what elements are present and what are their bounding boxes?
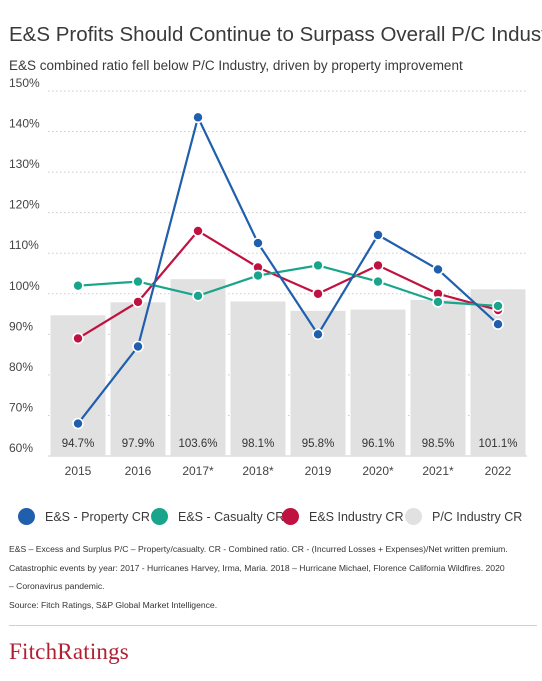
data-point-property — [432, 263, 444, 276]
x-tick-label: 2016 — [125, 464, 152, 478]
data-point-property — [492, 318, 504, 330]
y-tick-label: 140% — [9, 117, 40, 131]
data-point-property — [192, 111, 204, 124]
data-point-property — [72, 417, 84, 430]
y-tick-label: 120% — [9, 198, 40, 212]
pc-industry-bar — [410, 299, 466, 456]
bar-value-label: 103.6% — [178, 438, 217, 450]
bar-value-label: 96.1% — [362, 438, 395, 450]
bar-value-label: 98.1% — [242, 438, 275, 450]
data-point-property — [132, 340, 144, 353]
legend-item-casualty: E&S - Casualty CR — [151, 508, 284, 525]
data-point-casualty — [372, 275, 384, 288]
data-point-industry — [192, 225, 204, 237]
chart-legend: E&S - Property CR E&S - Casualty CR E&S … — [18, 508, 538, 528]
data-point-casualty — [492, 300, 504, 312]
series-points — [72, 111, 504, 430]
footer-divider — [9, 625, 537, 626]
y-axis-ticks: 150% 140% 130% 120% 110% 100% 90% 80% 70% 60% — [9, 78, 40, 455]
x-tick-label: 2020* — [362, 464, 394, 478]
bar-value-label: 101.1% — [478, 438, 517, 450]
data-point-casualty — [252, 269, 264, 282]
x-tick-label: 2018* — [242, 464, 274, 478]
legend-label-casualty: E&S - Casualty CR — [178, 509, 285, 524]
y-tick-label: 110% — [9, 238, 39, 252]
data-point-industry — [72, 332, 84, 345]
data-point-industry — [372, 259, 384, 272]
legend-swatch-casualty — [151, 508, 168, 525]
x-tick-label: 2015 — [65, 464, 92, 478]
x-tick-label: 2021* — [422, 464, 454, 478]
y-tick-label: 130% — [9, 157, 40, 171]
x-tick-label: 2017* — [182, 464, 214, 478]
data-point-casualty — [312, 259, 324, 272]
data-point-property — [252, 237, 264, 249]
data-point-casualty — [132, 275, 144, 288]
bar-value-label: 97.9% — [122, 438, 155, 450]
series-lines — [77, 116, 499, 425]
pc-industry-bar — [350, 309, 406, 456]
pc-industry-bar — [470, 289, 526, 456]
combined-ratio-chart: 150% 140% 130% 120% 110% 100% 90% 80% 70% 60% 94.… — [9, 78, 527, 478]
legend-label-pc-industry: P/C Industry CR — [432, 509, 523, 524]
pc-industry-bar — [230, 301, 286, 456]
y-tick-label: 70% — [9, 400, 33, 414]
x-tick-label: 2019 — [305, 464, 332, 478]
chart-notes: E&S – Excess and Surplus P/C – Property/… — [9, 540, 537, 614]
data-point-property — [372, 229, 384, 241]
note-source: Source: Fitch Ratings, S&P Global Market… — [9, 599, 218, 610]
legend-label-industry: E&S Industry CR — [309, 509, 404, 524]
data-point-property — [312, 328, 324, 341]
data-point-industry — [312, 287, 324, 300]
note-catastrophic-events: Catastrophic events by year: 2017 - Hurr… — [9, 562, 505, 573]
note-abbreviations: E&S – Excess and Surplus P/C – Property/… — [9, 544, 508, 554]
legend-swatch-property — [18, 508, 35, 525]
pc-industry-bar — [110, 302, 166, 456]
y-tick-label: 90% — [9, 319, 33, 333]
bar-value-label: 98.5% — [422, 438, 455, 450]
series-line-industry — [77, 229, 499, 340]
x-tick-label: 2022 — [485, 464, 512, 478]
pc-industry-bar — [170, 279, 226, 456]
x-axis-ticks: 2015 2016 2017* 2018* 2019 2020* 2021* 2022 — [65, 464, 512, 478]
y-tick-label: 150% — [9, 78, 40, 90]
legend-item-property: E&S - Property CR — [18, 508, 150, 525]
legend-label-property: E&S - Property CR — [45, 509, 150, 524]
data-point-casualty — [72, 279, 84, 292]
bar-value-labels: 94.7% 97.9% 103.6% 98.1% 95.8% 96.1% 98.5% 101.… — [62, 438, 518, 450]
data-point-casualty — [192, 290, 204, 302]
legend-swatch-industry — [282, 508, 299, 525]
legend-swatch-pc-industry — [405, 508, 422, 525]
chart-subtitle: E&S combined ratio fell below P/C Indust… — [9, 58, 463, 73]
data-point-industry — [132, 296, 144, 308]
y-tick-label: 100% — [9, 279, 40, 293]
bar-value-label: 95.8% — [302, 438, 335, 450]
y-tick-label: 80% — [9, 360, 33, 374]
series-line-casualty — [77, 264, 499, 308]
pc-industry-bars — [50, 279, 526, 456]
legend-item-industry: E&S Industry CR — [282, 508, 403, 525]
series-line-property — [77, 116, 499, 425]
data-point-casualty — [432, 296, 444, 308]
legend-item-pc-industry: P/C Industry CR — [405, 508, 522, 525]
fitch-ratings-logo: FitchRatings — [9, 639, 129, 664]
bar-value-label: 94.7% — [62, 438, 95, 450]
y-tick-label: 60% — [9, 441, 33, 455]
chart-title: E&S Profits Should Continue to Surpass O… — [9, 23, 542, 46]
note-catastrophic-events-cont: – Coronavirus pandemic. — [9, 581, 105, 591]
